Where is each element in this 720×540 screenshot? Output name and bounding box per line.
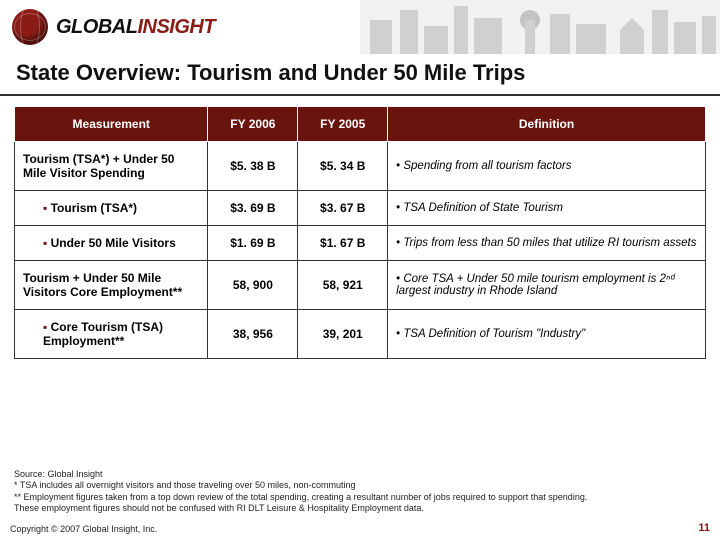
cell-definition: TSA Definition of Tourism "Industry" — [388, 310, 706, 359]
logo-part2: INSIGHT — [137, 16, 215, 39]
table-row: Tourism (TSA*)$3. 69 B$3. 67 BTSA Defini… — [15, 191, 706, 226]
data-table-container: Measurement FY 2006 FY 2005 Definition T… — [0, 96, 720, 359]
table-row: Under 50 Mile Visitors$1. 69 B$1. 67 BTr… — [15, 226, 706, 261]
cell-fy2006: $3. 69 B — [208, 191, 298, 226]
cell-fy2006: 58, 900 — [208, 261, 298, 310]
col-definition: Definition — [388, 107, 706, 142]
cell-fy2005: $3. 67 B — [298, 191, 388, 226]
footnote-source: Source: Global Insight — [14, 469, 706, 480]
table-row: Core Tourism (TSA) Employment**38, 95639… — [15, 310, 706, 359]
cell-measurement: Core Tourism (TSA) Employment** — [15, 310, 208, 359]
col-fy2006: FY 2006 — [208, 107, 298, 142]
cell-measurement: Under 50 Mile Visitors — [15, 226, 208, 261]
page-number: 11 — [698, 522, 710, 534]
col-fy2005: FY 2005 — [298, 107, 388, 142]
cell-definition: Spending from all tourism factors — [388, 142, 706, 191]
cell-definition: Core TSA + Under 50 mile tourism employm… — [388, 261, 706, 310]
skyline-icon — [360, 0, 720, 54]
cell-measurement: Tourism (TSA*) — [15, 191, 208, 226]
cell-fy2005: $5. 34 B — [298, 142, 388, 191]
cell-fy2006: $1. 69 B — [208, 226, 298, 261]
cell-fy2006: 38, 956 — [208, 310, 298, 359]
data-table: Measurement FY 2006 FY 2005 Definition T… — [14, 106, 706, 359]
logo-part1: GLOBAL — [56, 16, 137, 39]
cell-fy2005: $1. 67 B — [298, 226, 388, 261]
logo-globe-icon — [12, 9, 48, 45]
footnote-tsa: * TSA includes all overnight visitors an… — [14, 480, 706, 491]
page-title: State Overview: Tourism and Under 50 Mil… — [0, 54, 720, 96]
cell-measurement: Tourism (TSA*) + Under 50 Mile Visitor S… — [15, 142, 208, 191]
cell-fy2005: 39, 201 — [298, 310, 388, 359]
footnotes: Source: Global Insight * TSA includes al… — [14, 469, 706, 514]
cell-fy2005: 58, 921 — [298, 261, 388, 310]
footnote-employment2: These employment figures should not be c… — [14, 503, 706, 514]
copyright: Copyright © 2007 Global Insight, Inc. — [10, 524, 157, 534]
table-row: Tourism + Under 50 Mile Visitors Core Em… — [15, 261, 706, 310]
footnote-employment1: ** Employment figures taken from a top d… — [14, 492, 706, 503]
logo-text: GLOBAL INSIGHT — [56, 16, 215, 39]
table-row: Tourism (TSA*) + Under 50 Mile Visitor S… — [15, 142, 706, 191]
cell-measurement: Tourism + Under 50 Mile Visitors Core Em… — [15, 261, 208, 310]
cell-fy2006: $5. 38 B — [208, 142, 298, 191]
cell-definition: Trips from less than 50 miles that utili… — [388, 226, 706, 261]
table-header-row: Measurement FY 2006 FY 2005 Definition — [15, 107, 706, 142]
cell-definition: TSA Definition of State Tourism — [388, 191, 706, 226]
col-measurement: Measurement — [15, 107, 208, 142]
slide-header: GLOBAL INSIGHT — [0, 0, 720, 54]
